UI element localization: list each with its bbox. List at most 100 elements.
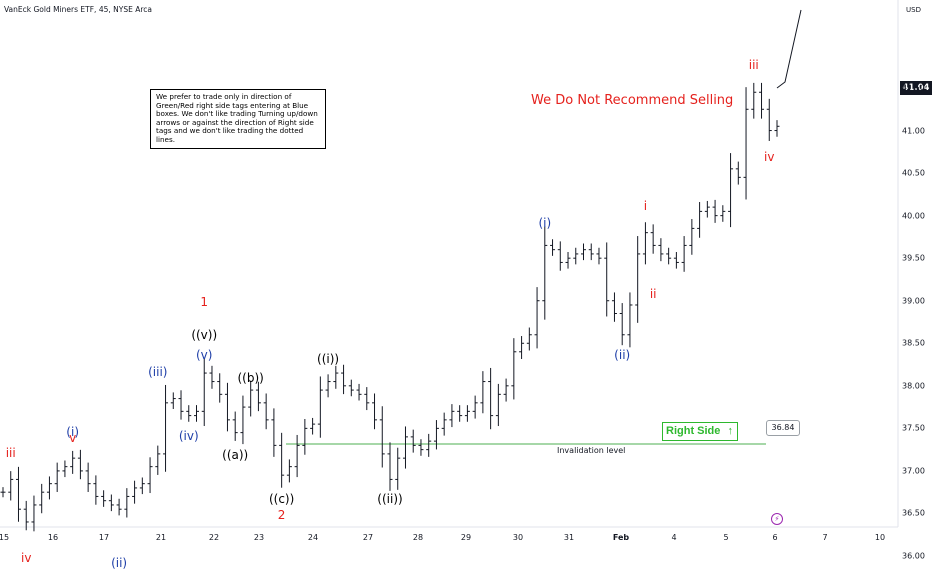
- ohlc-bar: [557, 241, 563, 271]
- ohlc-bar: [673, 252, 679, 269]
- x-tick-label: 31: [563, 533, 575, 542]
- wave-label: ((i)): [317, 352, 340, 367]
- x-tick-label: 5: [723, 533, 729, 542]
- ohlc-bar: [101, 490, 107, 507]
- ohlc-bar: [39, 483, 45, 514]
- x-tick-label: 4: [671, 533, 677, 542]
- ohlc-bar: [341, 364, 347, 395]
- ohlc-bar: [464, 405, 470, 422]
- ohlc-bar: [426, 433, 432, 457]
- ohlc-bar: [573, 247, 579, 265]
- ohlc-bar: [325, 374, 331, 398]
- wave-label: (ii): [111, 556, 128, 570]
- ohlc-bar: [224, 382, 230, 432]
- y-tick-label: 37.00: [902, 466, 925, 476]
- wave-label: iv: [764, 150, 775, 165]
- wave-label: iii: [5, 446, 16, 461]
- ohlc-bar: [186, 405, 192, 422]
- x-tick-label: 23: [253, 533, 265, 542]
- ohlc-bar: [201, 358, 207, 427]
- wave-label: (iii): [148, 364, 168, 379]
- ohlc-bar: [697, 202, 703, 238]
- ohlc-bar: [627, 292, 633, 348]
- ohlc-bar: [704, 200, 710, 218]
- ohlc-bar: [472, 395, 478, 419]
- ohlc-bar: [542, 226, 548, 320]
- ohlc-bar: [263, 393, 269, 430]
- ohlc-bar: [302, 419, 308, 455]
- trading-note-box: We prefer to trade only in direction of …: [150, 89, 326, 149]
- last-price-tag[interactable]: 41.04: [900, 81, 932, 95]
- wave-label: 1: [200, 294, 209, 309]
- ohlc-bar: [511, 338, 517, 400]
- wave-label: (iv): [178, 429, 199, 444]
- ohlc-bar: [132, 480, 138, 504]
- ohlc-bar: [581, 243, 586, 261]
- ohlc-bar: [294, 434, 300, 478]
- y-tick-label: 41.00: [902, 126, 925, 136]
- ohlc-bar: [8, 471, 14, 501]
- x-tick-label: 6: [772, 533, 778, 542]
- invalidation-value-callout: 36.84: [766, 420, 800, 436]
- ohlc-bar: [85, 462, 91, 492]
- ohlc-bar: [124, 488, 130, 518]
- x-tick-label: 29: [460, 533, 472, 542]
- ohlc-bar: [62, 460, 68, 478]
- y-tick-label: 40.00: [902, 211, 925, 221]
- ohlc-bar: [658, 238, 664, 262]
- wave-label: (ii): [614, 348, 631, 363]
- wave-label: (v): [196, 347, 213, 362]
- ohlc-bar: [170, 392, 176, 410]
- y-tick-label: 40.50: [902, 168, 925, 178]
- y-tick-label: 39.50: [902, 253, 925, 263]
- ohlc-bar: [54, 462, 60, 492]
- price-chart: [0, 0, 899, 532]
- wave-label: iv: [21, 551, 32, 566]
- ohlc-bar: [178, 390, 184, 420]
- wave-label: ((ii)): [377, 491, 403, 506]
- y-tick-label: 38.00: [902, 381, 925, 391]
- x-tick-label: 28: [412, 533, 424, 542]
- ohlc-bar: [774, 120, 780, 137]
- ohlc-bar: [248, 380, 254, 417]
- ohlc-bar: [534, 287, 540, 349]
- y-tick-label: 41.50: [902, 83, 925, 93]
- chart-title: VanEck Gold Miners ETF, 45, NYSE Arca: [4, 5, 152, 14]
- ohlc-bar: [596, 247, 602, 265]
- wave-label: (i): [538, 215, 552, 230]
- ohlc-bar: [650, 224, 656, 254]
- ohlc-bar: [379, 406, 385, 468]
- ohlc-bar: [108, 494, 114, 512]
- ohlc-bar: [735, 161, 741, 185]
- ohlc-bar: [77, 449, 83, 480]
- ohlc-bar: [255, 381, 261, 412]
- ohlc-bar: [495, 383, 501, 427]
- ohlc-bar: [317, 376, 323, 438]
- recommendation-text: We Do Not Recommend Selling: [531, 93, 734, 108]
- y-tick-label: 36.50: [902, 508, 925, 518]
- ohlc-bar: [147, 457, 153, 494]
- y-tick-label: 36.00: [902, 551, 925, 561]
- right-side-tag: Right Side ↑: [662, 422, 738, 441]
- ohlc-bar: [519, 336, 525, 360]
- ohlc-bar: [526, 327, 532, 351]
- ohlc-bar: [720, 205, 726, 222]
- ohlc-bar: [728, 153, 734, 228]
- ohlc-bar: [286, 459, 292, 483]
- wave-label: ((b)): [237, 371, 264, 386]
- right-side-label: Right Side: [666, 425, 721, 437]
- x-tick-label: 22: [208, 533, 220, 542]
- ohlc-bar: [395, 447, 401, 490]
- ohlc-bar: [550, 239, 556, 256]
- ohlc-bar: [766, 98, 772, 141]
- currency-label: USD: [906, 6, 921, 14]
- ohlc-bar: [611, 292, 617, 322]
- ohlc-bar: [488, 367, 494, 430]
- wave-label: (i): [66, 424, 80, 439]
- invalidation-label: Invalidation level: [557, 446, 626, 455]
- lightning-icon[interactable]: ⚡: [771, 513, 783, 525]
- ohlc-bar: [163, 384, 169, 472]
- ohlc-bar: [681, 236, 687, 272]
- ohlc-bar: [604, 242, 610, 317]
- wave-label: ((v)): [191, 327, 218, 342]
